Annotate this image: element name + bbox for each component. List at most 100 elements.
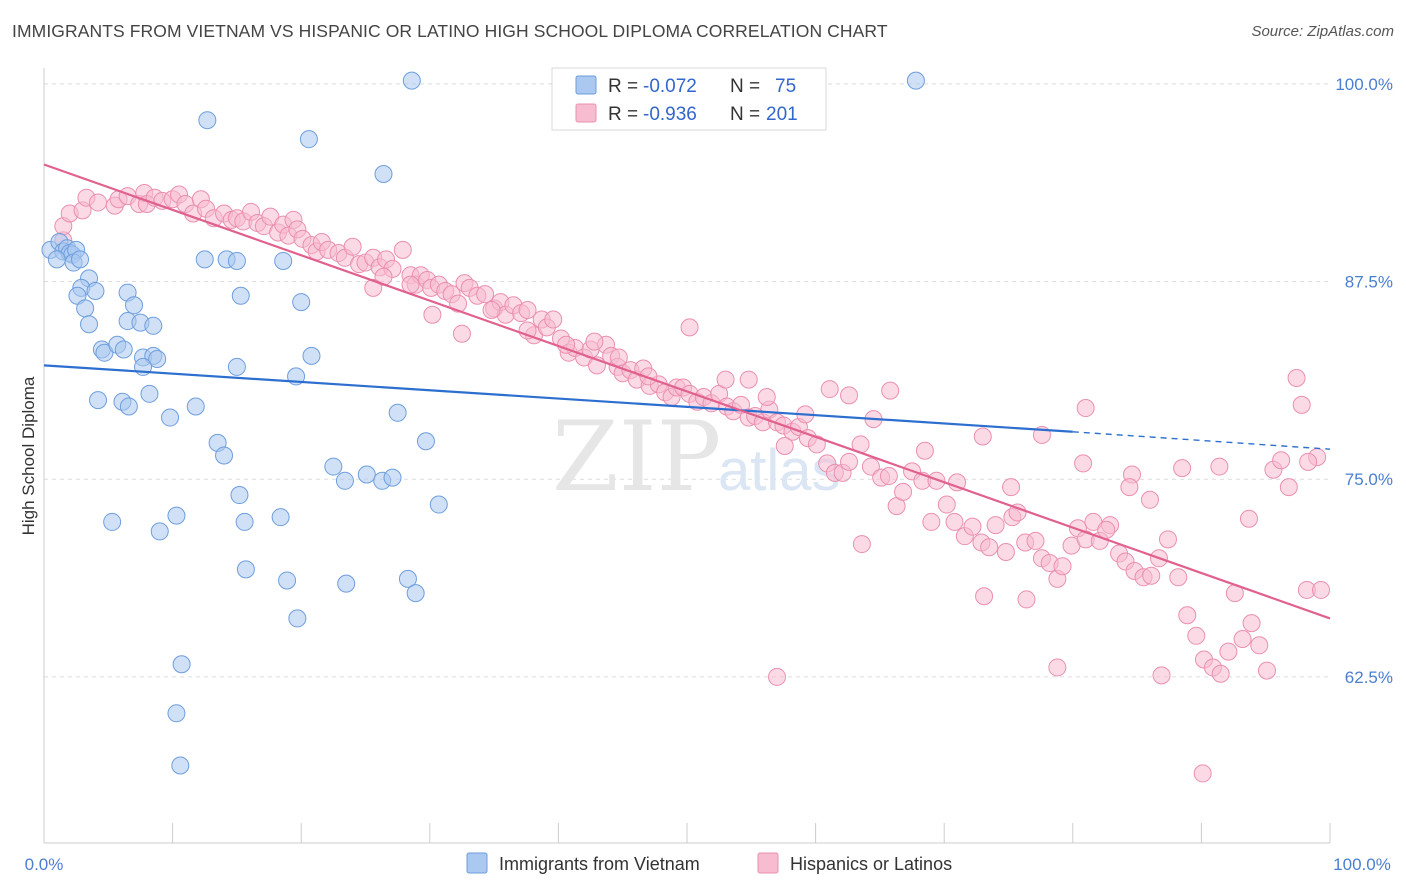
data-point-hispanics: [840, 452, 859, 471]
data-point-hispanics: [937, 495, 956, 514]
data-point-hispanics: [716, 370, 735, 389]
data-point-vietnam: [357, 465, 376, 484]
data-point-hispanics: [1048, 658, 1067, 677]
data-point-vietnam: [47, 250, 66, 269]
data-point-hispanics: [639, 367, 658, 386]
data-point-hispanics: [1017, 590, 1036, 609]
data-point-vietnam: [383, 468, 402, 487]
data-point-vietnam: [215, 446, 234, 465]
data-point-vietnam: [227, 251, 246, 270]
data-point-vietnam: [161, 408, 180, 427]
data-point-hispanics: [879, 467, 898, 486]
data-point-hispanics: [986, 516, 1005, 535]
data-point-hispanics: [1279, 478, 1298, 497]
bottom-legend-label-hispanics: Hispanics or Latinos: [790, 854, 952, 874]
y-tick-label: 62.5%: [1345, 668, 1393, 687]
data-point-vietnam: [398, 569, 417, 588]
data-point-hispanics: [894, 482, 913, 501]
data-point-hispanics: [1142, 566, 1161, 585]
data-point-hispanics: [1211, 664, 1230, 683]
data-point-hispanics: [1026, 531, 1045, 550]
series-vietnam-points: [41, 71, 925, 775]
bottom-legend-swatch-vietnam: [466, 852, 488, 874]
data-point-hispanics: [1074, 454, 1093, 473]
data-point-vietnam: [416, 432, 435, 451]
legend-frame: [551, 67, 827, 131]
data-point-vietnam: [86, 282, 105, 301]
data-point-hispanics: [1158, 530, 1177, 549]
data-point-vietnam: [292, 293, 311, 312]
data-point-vietnam: [429, 495, 448, 514]
data-point-hispanics: [1140, 490, 1159, 509]
trend-lines: [43, 163, 1331, 620]
data-point-hispanics: [739, 370, 758, 389]
legend-n-label-vietnam: N =: [730, 76, 760, 97]
data-point-hispanics: [807, 435, 826, 454]
legend-swatch-hispanics: [575, 103, 597, 123]
data-point-hispanics: [1233, 629, 1252, 648]
data-point-vietnam: [150, 522, 169, 541]
data-point-vietnam: [89, 391, 108, 410]
chart-title: IMMIGRANTS FROM VIETNAM VS HISPANIC OR L…: [12, 21, 888, 41]
data-point-hispanics: [1210, 457, 1229, 476]
data-point-hispanics: [945, 512, 964, 531]
data-point-hispanics: [927, 471, 946, 490]
data-point-vietnam: [302, 346, 321, 365]
data-point-vietnam: [236, 560, 255, 579]
data-point-hispanics: [1178, 606, 1197, 625]
legend-r-value-vietnam: -0.072: [643, 76, 697, 97]
legend-n-label-hispanics: N =: [730, 104, 760, 125]
data-point-hispanics: [963, 517, 982, 536]
data-point-hispanics: [852, 535, 871, 554]
data-point-vietnam: [402, 71, 421, 90]
data-point-hispanics: [775, 437, 794, 456]
data-point-hispanics: [393, 240, 412, 259]
data-point-hispanics: [1257, 661, 1276, 680]
series-hispanics-points: [54, 183, 1330, 783]
data-point-hispanics: [518, 300, 537, 319]
legend-n-value-vietnam: 75: [775, 76, 796, 97]
data-point-hispanics: [343, 237, 362, 256]
data-point-vietnam: [195, 250, 214, 269]
data-point-vietnam: [278, 571, 297, 590]
data-point-hispanics: [452, 324, 471, 343]
data-point-vietnam: [406, 584, 425, 603]
data-point-vietnam: [335, 471, 354, 490]
data-point-vietnam: [144, 316, 163, 335]
data-point-vietnam: [299, 130, 318, 149]
data-point-hispanics: [820, 380, 839, 399]
data-point-vietnam: [198, 111, 217, 130]
data-point-hispanics: [861, 457, 880, 476]
data-point-vietnam: [167, 704, 186, 723]
data-point-vietnam: [148, 350, 167, 369]
data-point-hispanics: [609, 348, 628, 367]
data-point-hispanics: [1219, 642, 1238, 661]
data-point-vietnam: [125, 296, 144, 315]
data-point-hispanics: [1173, 459, 1192, 478]
data-point-hispanics: [89, 193, 108, 212]
data-point-hispanics: [757, 387, 776, 406]
data-point-hispanics: [261, 207, 280, 226]
data-point-vietnam: [172, 655, 191, 674]
data-point-vietnam: [171, 756, 190, 775]
data-point-hispanics: [1097, 520, 1116, 539]
data-point-hispanics: [1239, 509, 1258, 528]
data-point-hispanics: [1120, 478, 1139, 497]
data-point-vietnam: [231, 286, 250, 305]
data-point-vietnam: [140, 384, 159, 403]
y-axis-label: High School Diploma: [19, 376, 38, 535]
trend-line-vietnam-extension: [1072, 431, 1331, 450]
data-point-hispanics: [915, 441, 934, 460]
data-point-hispanics: [1272, 451, 1291, 470]
data-point-hispanics: [1287, 369, 1306, 387]
data-point-hispanics: [1250, 636, 1269, 655]
data-point-hispanics: [1053, 557, 1072, 576]
data-point-vietnam: [274, 251, 293, 270]
trend-line-hispanics: [43, 163, 1331, 620]
data-point-hispanics: [423, 305, 442, 324]
data-point-hispanics: [973, 427, 992, 446]
watermark-zip: ZIP: [552, 401, 721, 513]
legend-swatch-vietnam: [575, 75, 597, 95]
x-tick-label-min: 0.0%: [25, 855, 64, 874]
